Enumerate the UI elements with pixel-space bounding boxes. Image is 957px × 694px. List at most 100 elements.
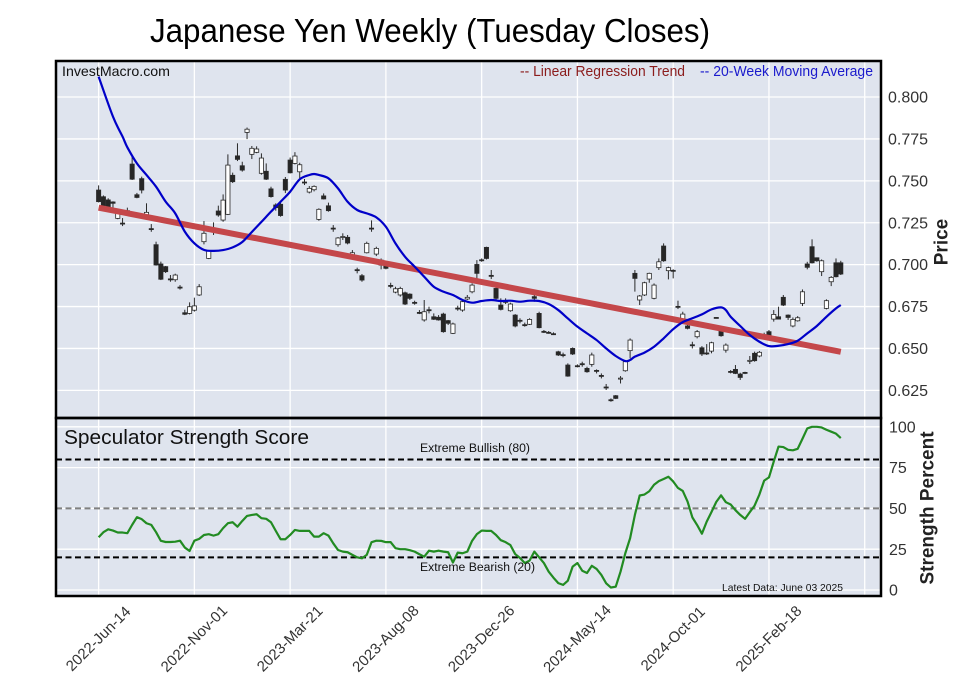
candle-body	[756, 351, 762, 357]
candle-body	[622, 361, 628, 372]
candle-body	[325, 205, 331, 212]
price-panel-background	[56, 61, 881, 418]
candle	[445, 319, 451, 325]
candle	[732, 365, 738, 375]
strength-tick-label: 100	[889, 419, 916, 436]
candle-body	[258, 157, 264, 174]
candle	[608, 398, 614, 402]
candle	[632, 270, 638, 292]
candle-body	[704, 352, 710, 355]
candle-body	[436, 316, 442, 321]
candle	[579, 361, 585, 367]
candle	[493, 286, 499, 301]
candle-body	[105, 199, 111, 208]
candle-body	[823, 300, 829, 309]
candle-body	[167, 278, 173, 281]
candle-body	[833, 262, 839, 278]
strength-tick-label: 0	[889, 583, 898, 600]
candle	[517, 318, 523, 324]
latest-data-note: Latest Data: June 03 2025	[722, 582, 843, 594]
candle	[139, 176, 145, 194]
candle-body	[507, 303, 513, 312]
candle	[594, 369, 600, 374]
candle-body	[565, 364, 571, 377]
reference-lines	[56, 458, 881, 559]
candle-body	[732, 368, 738, 374]
candle	[651, 283, 657, 300]
candle	[828, 276, 834, 287]
candle-body	[665, 267, 671, 272]
candle	[723, 343, 729, 353]
candle-body	[191, 305, 197, 311]
candle	[823, 299, 829, 310]
candle-body	[613, 395, 619, 399]
candle	[278, 202, 284, 217]
candle-body	[747, 359, 753, 362]
candle-body	[306, 187, 312, 193]
candle-body	[483, 246, 489, 259]
legend-regression-trend: -- Linear Regression Trend	[520, 63, 685, 80]
candle	[627, 338, 633, 359]
candle-body	[536, 313, 542, 329]
candle-body	[263, 170, 269, 180]
candle	[603, 383, 609, 391]
candle-body	[110, 201, 116, 204]
candle	[479, 258, 485, 262]
candle-body	[388, 285, 394, 287]
candle	[230, 172, 236, 184]
candle	[191, 297, 197, 312]
candle	[483, 246, 489, 260]
candle	[282, 176, 288, 194]
candle-body	[96, 189, 102, 203]
candle-body	[158, 263, 164, 280]
candle	[546, 331, 552, 334]
date-tick-label: 2023-Mar-21	[254, 603, 327, 676]
candlesticks	[96, 127, 844, 402]
candle-body	[412, 301, 418, 304]
price-tick-label: 0.675	[888, 299, 928, 316]
candle	[814, 257, 820, 262]
candle-body	[560, 354, 566, 357]
candle-body	[584, 367, 590, 373]
candle-body	[555, 351, 561, 356]
candle-body	[694, 331, 700, 338]
candle-body	[498, 304, 504, 310]
candle	[450, 322, 456, 335]
candle-body	[685, 325, 691, 329]
date-tick-label: 2024-May-14	[540, 602, 615, 677]
candle	[292, 152, 298, 165]
candle	[771, 310, 777, 322]
candle	[158, 261, 164, 281]
candle-body	[675, 305, 681, 308]
candle	[388, 282, 394, 289]
candle	[464, 294, 470, 301]
candle	[364, 241, 370, 254]
candle-body	[416, 312, 422, 314]
date-tick-label: 2022-Jun-14	[63, 603, 135, 675]
candle	[134, 192, 140, 199]
strength-score	[97, 425, 842, 589]
candle-body	[570, 348, 576, 355]
candle-body	[359, 275, 365, 281]
candle-body	[651, 284, 657, 299]
strength-tick-label: 50	[889, 501, 907, 518]
candle-body	[234, 155, 240, 160]
candle-body	[689, 344, 695, 347]
candle-body	[780, 296, 786, 306]
candle	[689, 341, 695, 349]
candle-body	[474, 264, 480, 274]
candle	[512, 314, 518, 328]
strength-tick-label: 75	[889, 460, 907, 477]
candle	[737, 372, 743, 380]
strength-score-line	[97, 425, 842, 589]
candle-body	[120, 222, 126, 225]
strength-panel-frame	[54, 416, 883, 598]
candle	[335, 236, 341, 247]
extreme-bullish-label: Extreme Bullish (80)	[420, 443, 530, 455]
candle	[426, 306, 432, 314]
candle	[421, 300, 427, 322]
candle-body	[139, 178, 145, 191]
candle-body	[244, 128, 250, 133]
candle	[838, 260, 844, 276]
